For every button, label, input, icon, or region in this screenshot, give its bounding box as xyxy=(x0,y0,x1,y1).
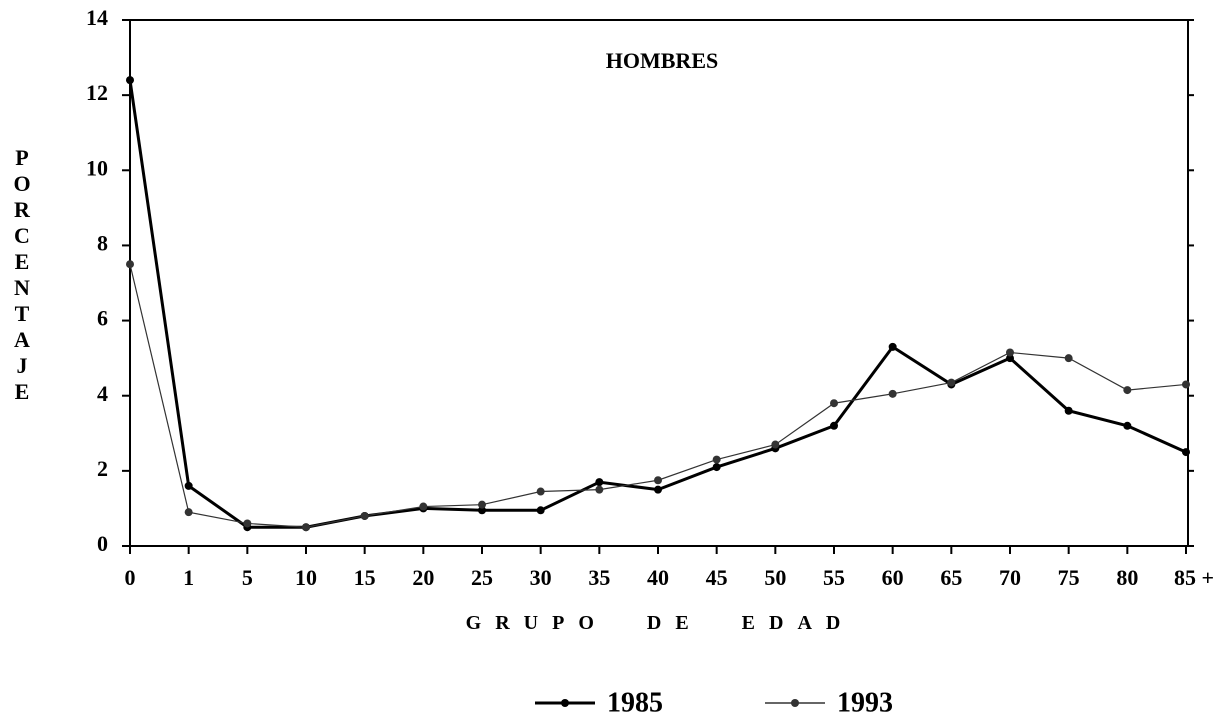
data-point xyxy=(1182,380,1190,389)
data-point xyxy=(654,485,662,494)
data-point xyxy=(830,399,838,408)
x-tick-label: 15 xyxy=(354,565,376,590)
data-point xyxy=(1064,406,1073,415)
data-point xyxy=(595,485,604,494)
x-tick-label: 5 xyxy=(242,565,253,590)
x-tick-label: 45 xyxy=(706,565,728,590)
x-tick-label: 55 xyxy=(823,565,845,590)
data-point xyxy=(888,342,897,351)
x-tick-label: 10 xyxy=(295,565,317,590)
data-point xyxy=(830,421,838,430)
data-point xyxy=(478,500,486,509)
x-axis-label: GRUPO DE EDAD xyxy=(465,612,855,634)
data-point xyxy=(1064,354,1073,363)
y-tick-label: 10 xyxy=(86,155,108,180)
data-point xyxy=(947,378,956,387)
legend-marker xyxy=(561,699,569,707)
data-point xyxy=(478,506,486,515)
data-point xyxy=(360,511,369,520)
data-point xyxy=(126,76,134,85)
legend-label: 1993 xyxy=(837,687,893,718)
legend-marker xyxy=(791,699,799,707)
data-point xyxy=(712,455,721,464)
y-tick-label: 8 xyxy=(97,230,108,255)
data-point xyxy=(419,502,428,511)
legend-label: 1985 xyxy=(607,687,663,718)
y-tick-label: 0 xyxy=(97,531,108,556)
data-point xyxy=(1182,448,1190,457)
x-tick-label: 70 xyxy=(999,565,1021,590)
data-point xyxy=(1006,354,1014,363)
data-point xyxy=(654,476,662,485)
chart-title: HOMBRES xyxy=(606,48,718,73)
x-tick-label: 60 xyxy=(882,565,904,590)
plot-frame xyxy=(129,19,1189,547)
data-point xyxy=(1123,386,1132,395)
data-point xyxy=(536,506,545,515)
data-point xyxy=(771,440,780,449)
data-point xyxy=(595,478,604,487)
x-tick-label: 80 xyxy=(1116,565,1138,590)
series-line xyxy=(128,79,1187,529)
y-tick-label: 6 xyxy=(97,306,108,331)
data-point xyxy=(302,523,310,532)
data-point xyxy=(1006,348,1014,357)
y-tick-label: 2 xyxy=(97,456,108,481)
x-tick-label: 20 xyxy=(412,565,434,590)
x-tick-label: 35 xyxy=(588,565,610,590)
x-tick-label: 25 xyxy=(471,565,493,590)
x-tick-label: 0 xyxy=(125,565,136,590)
x-tick-label: 75 xyxy=(1058,565,1080,590)
y-tick-label: 14 xyxy=(86,5,108,30)
data-point xyxy=(126,260,134,269)
x-tick-label: 30 xyxy=(530,565,552,590)
y-tick-label: 4 xyxy=(97,381,108,406)
x-tick-label: 40 xyxy=(647,565,669,590)
data-point xyxy=(184,508,193,517)
data-point xyxy=(1123,421,1132,430)
data-point xyxy=(184,481,193,490)
x-tick-label: 1 xyxy=(183,565,194,590)
data-point xyxy=(243,519,252,528)
data-point xyxy=(712,463,721,472)
x-tick-label: 65 xyxy=(940,565,962,590)
x-tick-label: 50 xyxy=(764,565,786,590)
y-tick-label: 12 xyxy=(86,80,108,105)
x-tick-label: 85 + xyxy=(1174,565,1214,590)
data-point xyxy=(888,389,897,398)
y-axis-label: PORCENTAJE xyxy=(13,145,31,404)
data-point xyxy=(536,487,545,496)
